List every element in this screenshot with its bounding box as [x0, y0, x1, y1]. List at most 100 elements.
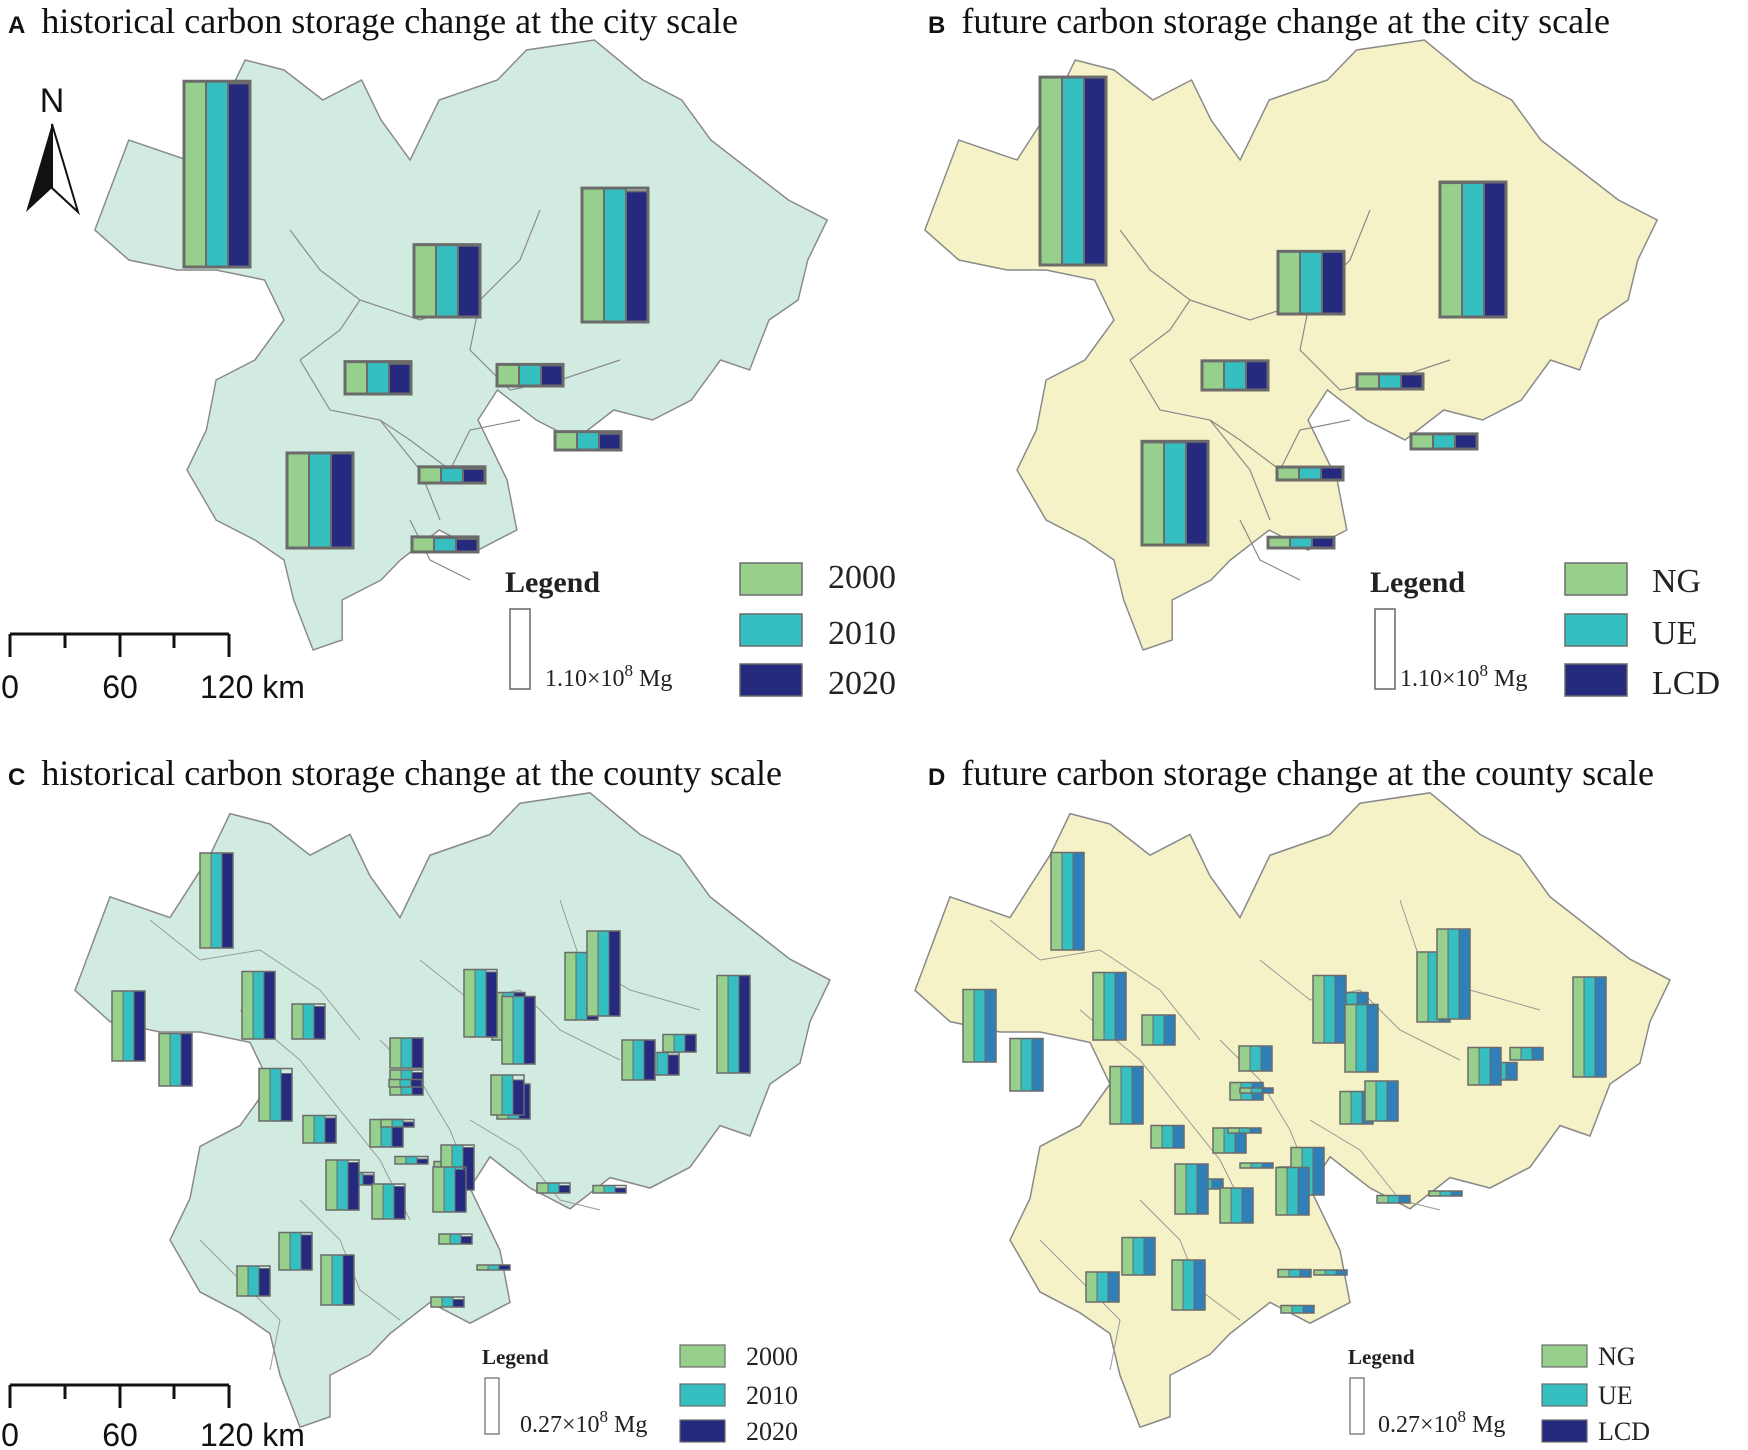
bar-2010: [597, 930, 610, 1017]
legend-d-title: Legend: [1348, 1345, 1415, 1369]
bar-group: [438, 1233, 473, 1245]
bar-2000: [325, 1159, 338, 1211]
bar-2010: [252, 971, 265, 1040]
bar-2020: [347, 1162, 360, 1211]
bar-group: [325, 1159, 360, 1211]
bar-ue: [1182, 1259, 1195, 1311]
bar-ue: [1163, 441, 1187, 546]
bar-group-frame: [1275, 465, 1345, 482]
bar-2020: [258, 1268, 271, 1297]
bar-ng: [1364, 1080, 1377, 1122]
bar-2020: [667, 1054, 680, 1076]
bar-group: [495, 362, 565, 388]
bar-group-frame: [1109, 1065, 1144, 1125]
legend-c-title: Legend: [482, 1345, 549, 1369]
bar-group-frame: [1050, 851, 1085, 951]
bar-lcd: [1320, 466, 1344, 482]
bar-2000: [496, 363, 520, 387]
bar-2010: [205, 80, 229, 268]
bar-2010: [474, 969, 487, 1038]
bar-group-frame: [490, 1074, 525, 1116]
panel-c-title-text: historical carbon storage change at the …: [41, 753, 783, 793]
bar-2020: [684, 1034, 697, 1053]
bar-ng: [1277, 250, 1301, 315]
bar-group: [1376, 1194, 1411, 1204]
bar-2010: [433, 536, 457, 554]
bar-2000: [380, 1119, 393, 1128]
bar-group-frame: [1092, 971, 1127, 1041]
bar-2020: [608, 930, 621, 1017]
bar-2000: [621, 1039, 634, 1081]
legend-a-label-2010: 2010: [828, 615, 896, 652]
bar-group-frame: [410, 535, 480, 554]
bar-group: [320, 1254, 355, 1306]
bar-group: [463, 968, 498, 1038]
bar-group: [1085, 1271, 1120, 1303]
bar-ue: [1378, 372, 1402, 391]
scale-bar-c-label-0: 0: [1, 1417, 19, 1450]
bar-lcd: [1107, 1271, 1120, 1303]
bar-ue: [1299, 250, 1323, 315]
bar-group-frame: [412, 243, 482, 319]
bar-2010: [575, 952, 588, 1021]
bar-ue: [1286, 1167, 1299, 1216]
bar-lcd: [1297, 1167, 1310, 1216]
panel-d-boundary-line: [1309, 1119, 1441, 1211]
bar-2020: [598, 432, 622, 451]
bar-group: [182, 79, 252, 269]
bar-2000: [344, 360, 368, 396]
scale-bar-c-label-120: 120 km: [200, 1417, 305, 1450]
bar-2000: [258, 1068, 271, 1122]
bar-group-frame: [432, 1166, 467, 1213]
bar-group: [241, 970, 276, 1040]
bar-group-frame: [1277, 1268, 1312, 1278]
bar-ue: [1291, 1305, 1304, 1314]
bar-ng: [1439, 182, 1463, 318]
bar-2010: [547, 1182, 560, 1194]
bar-group-frame: [417, 465, 487, 485]
bar-lcd: [1031, 1038, 1044, 1092]
bar-ng: [1219, 1187, 1232, 1224]
legend-c-swatch-2020: [679, 1419, 726, 1443]
bar-group: [586, 930, 621, 1017]
bar-ng: [1267, 536, 1291, 550]
bar-ue: [1132, 1237, 1145, 1276]
bar-group: [412, 243, 482, 319]
bar-lcd: [1505, 1062, 1518, 1081]
bar-group: [1219, 1187, 1254, 1224]
bar-group: [236, 1265, 271, 1297]
panel-d-boundary-line: [1079, 1009, 1251, 1221]
bar-lcd: [1299, 1269, 1312, 1278]
legend-d-swatch-ue: [1541, 1383, 1588, 1407]
bar-2010: [366, 360, 390, 396]
bar-group: [1239, 1087, 1274, 1094]
bar-2020: [512, 1079, 525, 1116]
bar-group-frame: [621, 1039, 656, 1081]
panel-a-letter: A: [8, 12, 26, 39]
bar-2020: [313, 1006, 326, 1040]
bar-group: [1438, 180, 1508, 319]
bar-group-frame: [1200, 359, 1270, 392]
bar-group-frame: [1436, 928, 1471, 1020]
bar-group-frame: [438, 1233, 473, 1245]
bar-2000: [278, 1232, 291, 1271]
bar-2020: [221, 852, 234, 949]
bar-group-frame: [111, 990, 146, 1062]
bar-2010: [440, 466, 464, 485]
bar-2020: [411, 1037, 424, 1069]
bar-group-frame: [1141, 1014, 1176, 1046]
bar-2010: [308, 451, 332, 549]
bar-group: [1509, 1046, 1544, 1061]
scale-bar-a-label-120: 120 km: [200, 669, 305, 705]
bar-group: [536, 1182, 571, 1194]
bar-group-frame: [1085, 1271, 1120, 1303]
bar-group-frame: [182, 79, 252, 269]
bar-ue: [1185, 1163, 1198, 1215]
bar-ng: [1275, 1167, 1288, 1216]
bar-group-frame: [1572, 976, 1607, 1078]
bar-group-frame: [580, 186, 650, 324]
bar-ng: [1280, 1305, 1293, 1314]
bar-2020: [540, 364, 564, 388]
legend-b-swatch-ng: [1564, 562, 1628, 596]
